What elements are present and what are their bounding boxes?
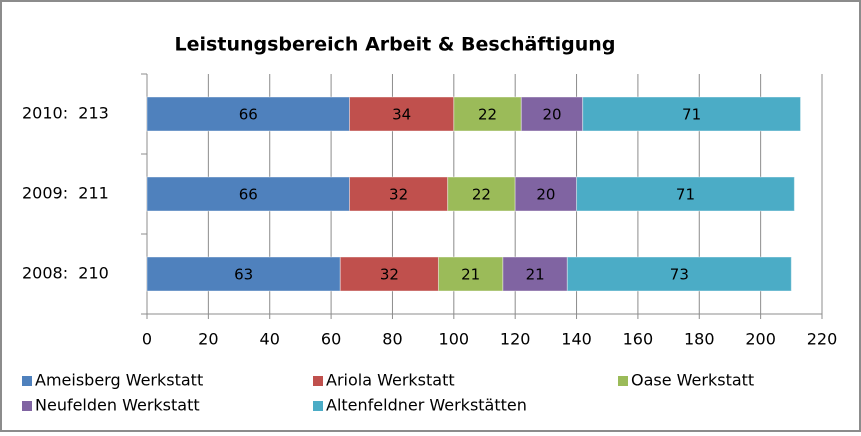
value-label: 71 bbox=[676, 186, 695, 204]
value-label: 63 bbox=[234, 266, 253, 284]
bar-segment bbox=[582, 96, 802, 132]
bar-segment bbox=[339, 256, 439, 292]
value-label: 66 bbox=[239, 186, 258, 204]
x-tick-label: 40 bbox=[260, 330, 280, 349]
x-tick-label: 200 bbox=[745, 330, 776, 349]
legend-label: Neufelden Werkstatt bbox=[35, 396, 200, 415]
value-label: 32 bbox=[389, 186, 408, 204]
bar-segment bbox=[566, 256, 792, 292]
value-label: 73 bbox=[670, 266, 689, 284]
x-tick-label: 100 bbox=[439, 330, 470, 349]
y-tick-label: 2010: 213 bbox=[22, 104, 109, 123]
legend-label: Altenfeldner Werkstätten bbox=[326, 396, 527, 415]
y-tick-label: 2008: 210 bbox=[22, 264, 109, 283]
x-tick-label: 80 bbox=[382, 330, 402, 349]
x-tick-label: 140 bbox=[561, 330, 592, 349]
x-tick-label: 120 bbox=[500, 330, 531, 349]
bar-segment bbox=[349, 176, 449, 212]
value-label: 21 bbox=[526, 266, 545, 284]
bar-segment bbox=[437, 256, 504, 292]
legend-label: Oase Werkstatt bbox=[631, 371, 754, 390]
legend-swatch bbox=[313, 376, 323, 386]
x-tick-label: 180 bbox=[684, 330, 715, 349]
legend-label: Ariola Werkstatt bbox=[326, 371, 455, 390]
value-label: 71 bbox=[682, 106, 701, 124]
legend-swatch bbox=[313, 401, 323, 411]
bar-segment bbox=[146, 176, 350, 212]
value-label: 66 bbox=[239, 106, 258, 124]
legend-label: Ameisberg Werkstatt bbox=[35, 371, 203, 390]
value-label: 32 bbox=[380, 266, 399, 284]
value-label: 20 bbox=[536, 186, 555, 204]
x-tick-label: 220 bbox=[807, 330, 838, 349]
value-label: 22 bbox=[478, 106, 497, 124]
value-label: 20 bbox=[542, 106, 561, 124]
bar-segment bbox=[447, 176, 516, 212]
x-tick-label: 20 bbox=[198, 330, 218, 349]
chart-title: Leistungsbereich Arbeit & Beschäftigung bbox=[175, 34, 616, 56]
value-label: 22 bbox=[472, 186, 491, 204]
y-tick-label: 2009: 211 bbox=[22, 184, 109, 203]
bar-segment bbox=[576, 176, 795, 212]
x-tick-label: 60 bbox=[321, 330, 341, 349]
bar-segment bbox=[502, 256, 568, 292]
legend-swatch bbox=[22, 401, 32, 411]
bar-segment bbox=[520, 96, 584, 132]
value-label: 34 bbox=[392, 106, 411, 124]
value-label: 21 bbox=[461, 266, 480, 284]
legend-swatch bbox=[22, 376, 32, 386]
bar-segment bbox=[453, 96, 522, 132]
x-tick-label: 160 bbox=[623, 330, 654, 349]
legend-swatch bbox=[618, 376, 628, 386]
x-tick-label: 0 bbox=[142, 330, 152, 349]
